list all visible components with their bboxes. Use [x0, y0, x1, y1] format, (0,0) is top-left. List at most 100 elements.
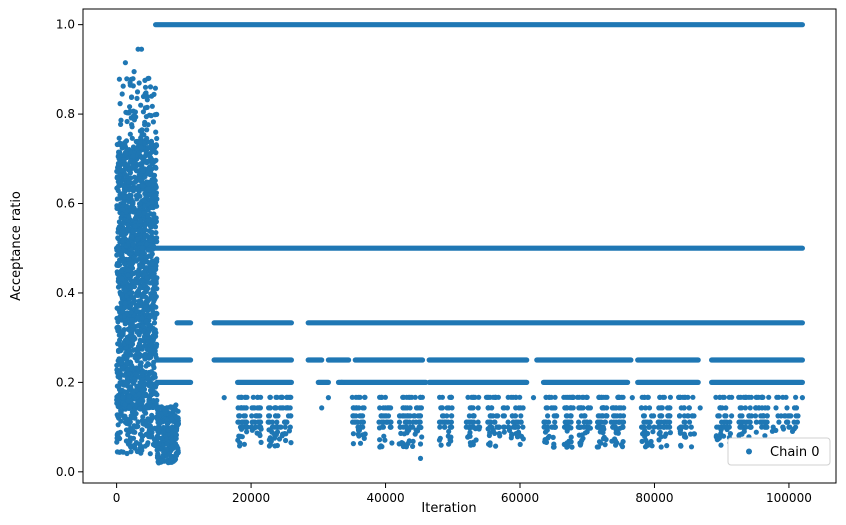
data-point	[147, 347, 153, 353]
data-point	[115, 278, 121, 284]
data-point	[128, 303, 134, 309]
data-point	[163, 436, 169, 442]
data-point	[257, 419, 263, 425]
y-axis-label: Acceptance ratio	[9, 191, 24, 301]
data-point	[518, 419, 524, 425]
data-point	[147, 153, 153, 159]
data-point	[418, 424, 424, 431]
x-tick-label: 100000	[766, 491, 812, 505]
data-point	[152, 371, 158, 377]
data-point	[132, 223, 138, 229]
data-point	[738, 424, 744, 430]
data-point	[175, 445, 181, 451]
data-point	[133, 440, 139, 446]
data-point	[128, 343, 134, 349]
data-point	[406, 438, 412, 444]
data-point	[439, 413, 446, 419]
data-point	[121, 313, 127, 319]
data-point	[773, 405, 779, 411]
data-point	[133, 292, 140, 298]
data-point	[144, 392, 150, 399]
data-point	[120, 255, 126, 261]
data-point	[544, 427, 550, 433]
data-point	[784, 405, 790, 411]
data-point	[493, 443, 499, 449]
data-point	[136, 201, 143, 207]
data-point	[138, 102, 144, 108]
data-point	[136, 80, 142, 86]
data-point	[411, 413, 418, 419]
data-point	[602, 419, 608, 425]
data-point	[551, 441, 557, 447]
data-point	[133, 411, 139, 417]
data-point	[130, 241, 136, 248]
data-point	[795, 413, 801, 419]
data-point	[152, 142, 159, 148]
data-point	[144, 241, 150, 247]
data-point	[724, 426, 730, 433]
plot-frame	[82, 8, 837, 484]
data-point	[520, 424, 526, 430]
data-point	[656, 424, 662, 430]
data-point	[153, 129, 159, 135]
data-point	[131, 113, 138, 119]
data-point	[129, 265, 136, 271]
data-point	[551, 424, 558, 430]
data-point	[139, 132, 145, 138]
data-point	[598, 440, 604, 446]
data-point	[355, 394, 361, 400]
data-point	[142, 91, 149, 97]
data-point	[131, 174, 138, 180]
data-point	[612, 438, 619, 444]
data-point	[676, 394, 682, 400]
data-point	[356, 433, 362, 439]
data-point	[651, 424, 657, 430]
data-point	[115, 403, 121, 410]
data-point	[137, 262, 143, 268]
data-point	[385, 413, 392, 419]
data-point	[147, 451, 153, 457]
data-point	[141, 382, 147, 388]
data-point	[388, 424, 394, 430]
data-point	[254, 413, 260, 419]
data-point	[120, 364, 126, 370]
data-point	[131, 159, 138, 165]
data-point	[118, 268, 124, 274]
data-point	[487, 430, 493, 436]
data-point	[658, 434, 664, 440]
data-point	[596, 394, 602, 400]
data-point	[387, 419, 393, 425]
data-point	[266, 405, 272, 411]
data-point	[487, 440, 493, 446]
data-point	[282, 424, 288, 430]
data-point	[444, 413, 450, 419]
data-point	[237, 405, 244, 411]
data-point	[403, 444, 409, 450]
data-point	[118, 300, 124, 306]
data-point	[506, 424, 512, 431]
data-point	[154, 239, 160, 245]
data-point	[677, 427, 684, 433]
data-point	[381, 433, 387, 439]
data-point	[782, 413, 789, 419]
data-point	[272, 443, 278, 449]
data-point	[138, 254, 144, 260]
data-point	[122, 419, 128, 425]
data-point	[667, 405, 673, 411]
data-point	[288, 440, 294, 446]
data-point	[166, 431, 172, 437]
data-point	[441, 419, 448, 425]
data-point	[601, 405, 607, 411]
data-point	[279, 405, 285, 411]
data-point	[646, 405, 653, 411]
data-point	[236, 413, 242, 419]
data-point	[485, 405, 491, 411]
y-tick-label: 0.4	[56, 286, 75, 300]
data-point	[417, 419, 423, 425]
data-point	[493, 413, 499, 419]
data-point	[273, 405, 279, 411]
data-point	[147, 84, 154, 90]
data-point	[400, 394, 406, 400]
data-point	[681, 434, 688, 440]
data-point	[145, 186, 151, 192]
